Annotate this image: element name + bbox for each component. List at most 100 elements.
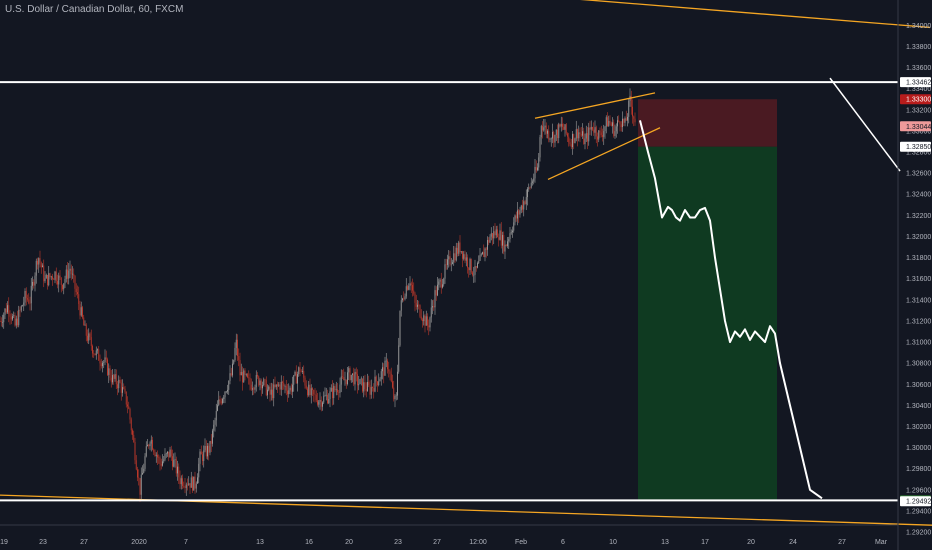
candle-body bbox=[158, 457, 160, 459]
candle-body bbox=[359, 379, 361, 385]
price-badge-label: 1.32850 bbox=[906, 144, 931, 151]
candle-body bbox=[569, 142, 571, 145]
candle-body bbox=[28, 299, 30, 304]
candle-body bbox=[350, 374, 352, 381]
candle-body bbox=[250, 384, 252, 390]
candle-body bbox=[193, 476, 195, 491]
candle-body bbox=[392, 381, 393, 388]
candle-body bbox=[549, 138, 551, 140]
candle-body bbox=[302, 371, 303, 372]
candle-body bbox=[300, 371, 302, 373]
candle-body bbox=[130, 419, 132, 431]
candle-body bbox=[365, 389, 367, 392]
candle-body bbox=[167, 451, 168, 454]
candle-body bbox=[298, 367, 300, 375]
candle-body bbox=[334, 386, 336, 391]
candle-body bbox=[332, 387, 333, 399]
candle-body bbox=[430, 307, 432, 318]
candle-body bbox=[208, 445, 210, 453]
candle-body bbox=[348, 368, 350, 373]
candle-body bbox=[563, 126, 565, 130]
candle-body bbox=[88, 333, 90, 341]
candle-body bbox=[399, 310, 401, 346]
candle-body bbox=[230, 373, 232, 376]
candle-body bbox=[50, 276, 52, 278]
candle-body bbox=[153, 449, 155, 453]
candle-body bbox=[315, 394, 317, 401]
candle-body bbox=[160, 463, 162, 466]
y-tick-label: 1.33400 bbox=[906, 86, 931, 93]
candle-body bbox=[37, 260, 38, 265]
candle-body bbox=[93, 353, 95, 355]
candle-body bbox=[227, 389, 228, 392]
candle-body bbox=[507, 241, 508, 247]
candle-body bbox=[45, 274, 47, 279]
candle-body bbox=[217, 405, 218, 411]
candle-body bbox=[273, 384, 275, 399]
trend-line bbox=[580, 0, 931, 29]
candle-body bbox=[617, 120, 618, 127]
candle-body bbox=[412, 285, 413, 291]
candle-body bbox=[445, 264, 447, 265]
candle-body bbox=[630, 95, 632, 107]
candle-body bbox=[345, 379, 347, 384]
candle-body bbox=[587, 133, 588, 142]
candle-body bbox=[390, 373, 392, 382]
candle-body bbox=[463, 254, 465, 259]
candle-body bbox=[164, 454, 166, 460]
candle-body bbox=[20, 306, 22, 311]
candle-body bbox=[200, 451, 202, 455]
candle-body bbox=[327, 394, 328, 404]
candle-body bbox=[540, 126, 542, 138]
candle-body bbox=[577, 129, 578, 139]
candle-body bbox=[289, 387, 291, 391]
candle-body bbox=[420, 316, 422, 320]
candle-body bbox=[498, 237, 500, 240]
candle-body bbox=[393, 387, 395, 400]
candle-body bbox=[243, 370, 245, 383]
candle-body bbox=[198, 463, 200, 478]
candle-body bbox=[65, 269, 67, 279]
candle-body bbox=[514, 215, 516, 223]
candle-body bbox=[27, 298, 28, 300]
candle-body bbox=[440, 279, 442, 288]
price-badge bbox=[900, 77, 931, 88]
candle-body bbox=[535, 166, 537, 171]
candle-body bbox=[173, 459, 175, 467]
price-badge-label: 1.33462 bbox=[906, 80, 931, 87]
candle-body bbox=[487, 240, 488, 250]
candle-body bbox=[203, 450, 205, 461]
candle-body bbox=[89, 333, 91, 338]
x-tick-label: 10 bbox=[609, 539, 617, 546]
candle-body bbox=[15, 318, 17, 326]
candle-body bbox=[529, 187, 531, 189]
candle-body bbox=[303, 371, 305, 378]
candle-body bbox=[408, 285, 410, 290]
candle-body bbox=[258, 376, 260, 386]
candle-body bbox=[418, 304, 420, 306]
candle-body bbox=[400, 300, 402, 311]
candle-body bbox=[377, 381, 378, 386]
candle-body bbox=[270, 389, 272, 395]
candle-body bbox=[97, 349, 98, 351]
candle-body bbox=[538, 157, 540, 168]
candle-body bbox=[115, 374, 117, 385]
candle-body bbox=[297, 374, 298, 384]
candle-body bbox=[17, 318, 18, 326]
candle-body bbox=[438, 281, 440, 285]
x-tick-label: Feb bbox=[515, 539, 527, 546]
candle-body bbox=[277, 384, 278, 386]
candle-body bbox=[378, 381, 380, 386]
candle-body bbox=[409, 283, 411, 286]
candle-body bbox=[7, 305, 8, 313]
candle-body bbox=[579, 132, 581, 134]
candle-body bbox=[522, 205, 523, 210]
candle-body bbox=[140, 474, 142, 495]
candle-body bbox=[570, 144, 572, 148]
y-tick-label: 1.32600 bbox=[906, 171, 931, 178]
candle-body bbox=[47, 274, 48, 286]
candle-body bbox=[565, 124, 567, 134]
candle-body bbox=[199, 451, 201, 464]
